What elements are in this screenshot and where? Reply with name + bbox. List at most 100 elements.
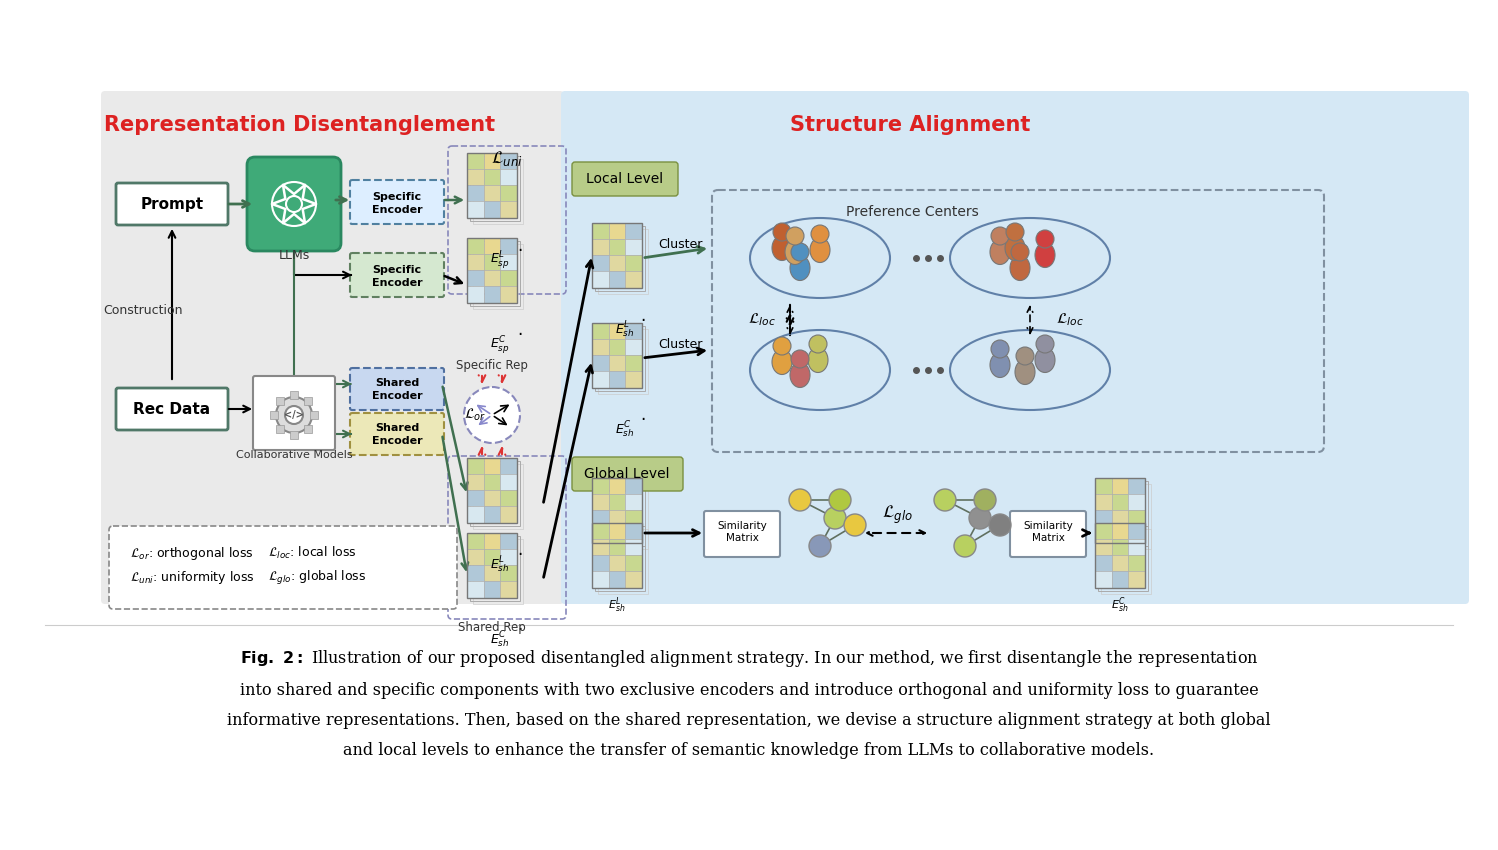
- FancyBboxPatch shape: [351, 413, 443, 455]
- Bar: [1112, 526, 1128, 542]
- Circle shape: [992, 340, 1010, 358]
- Text: Encoder: Encoder: [372, 278, 422, 288]
- Bar: [1098, 525, 1147, 591]
- Bar: [484, 237, 500, 254]
- Bar: [625, 478, 643, 494]
- Bar: [598, 484, 649, 548]
- Ellipse shape: [771, 235, 792, 260]
- Text: Local Level: Local Level: [586, 172, 664, 186]
- Bar: [467, 152, 517, 218]
- Bar: [467, 457, 517, 523]
- FancyBboxPatch shape: [572, 162, 679, 196]
- Circle shape: [843, 514, 866, 536]
- Text: $\mathcal{L}_{loc}$: $\mathcal{L}_{loc}$: [1056, 312, 1085, 328]
- Text: .: .: [640, 406, 646, 424]
- Bar: [608, 371, 625, 388]
- Text: .: .: [517, 321, 523, 339]
- Bar: [592, 355, 608, 371]
- Text: Similarity: Similarity: [1023, 521, 1073, 531]
- Bar: [500, 457, 517, 473]
- Text: $E^C_{sp}$: $E^C_{sp}$: [490, 334, 509, 356]
- Ellipse shape: [990, 353, 1010, 377]
- Text: Encoder: Encoder: [372, 205, 422, 215]
- Text: </>: </>: [285, 410, 304, 420]
- Ellipse shape: [785, 240, 804, 264]
- Bar: [500, 581, 517, 598]
- Bar: [1095, 539, 1112, 555]
- Bar: [467, 549, 484, 565]
- Ellipse shape: [990, 240, 1010, 264]
- Ellipse shape: [1010, 256, 1031, 280]
- Bar: [598, 529, 649, 593]
- Bar: [484, 565, 500, 581]
- Bar: [592, 339, 608, 355]
- Bar: [1095, 494, 1112, 510]
- Bar: [484, 457, 500, 473]
- Bar: [608, 478, 625, 494]
- Text: $E^L_{sh}$: $E^L_{sh}$: [490, 555, 509, 575]
- Bar: [1128, 494, 1144, 510]
- Bar: [500, 185, 517, 201]
- Bar: [1128, 510, 1144, 526]
- Bar: [484, 473, 500, 490]
- Text: Specific Rep: Specific Rep: [455, 359, 527, 371]
- Text: LLMs: LLMs: [279, 248, 310, 262]
- Text: Prompt: Prompt: [141, 196, 204, 212]
- Bar: [1098, 480, 1147, 546]
- Text: Matrix: Matrix: [1032, 533, 1065, 543]
- Bar: [625, 555, 643, 571]
- FancyBboxPatch shape: [1010, 511, 1086, 557]
- Bar: [467, 532, 484, 549]
- Bar: [270, 411, 279, 419]
- Bar: [500, 286, 517, 303]
- Text: Encoder: Encoder: [372, 391, 422, 401]
- Bar: [484, 169, 500, 185]
- Bar: [608, 223, 625, 239]
- Text: Cluster: Cluster: [658, 237, 703, 251]
- Bar: [304, 425, 312, 434]
- Bar: [595, 326, 646, 390]
- Bar: [625, 526, 643, 542]
- Bar: [592, 478, 608, 494]
- Bar: [625, 494, 643, 510]
- Bar: [500, 152, 517, 169]
- Bar: [276, 397, 283, 405]
- FancyBboxPatch shape: [115, 183, 228, 225]
- Bar: [608, 355, 625, 371]
- Text: .: .: [517, 616, 523, 634]
- Circle shape: [828, 489, 851, 511]
- Circle shape: [1016, 347, 1034, 365]
- FancyBboxPatch shape: [704, 511, 780, 557]
- Text: $\mathcal{L}_{glo}$: $\mathcal{L}_{glo}$: [881, 504, 912, 526]
- Text: Shared Rep: Shared Rep: [458, 620, 526, 633]
- Bar: [467, 254, 484, 270]
- Bar: [625, 322, 643, 339]
- Bar: [625, 223, 643, 239]
- Bar: [500, 237, 517, 254]
- FancyBboxPatch shape: [115, 388, 228, 430]
- Bar: [467, 270, 484, 286]
- Bar: [1095, 510, 1112, 526]
- Bar: [470, 461, 520, 525]
- Bar: [500, 473, 517, 490]
- Bar: [1128, 571, 1144, 587]
- Bar: [595, 525, 646, 591]
- Bar: [598, 328, 649, 394]
- Bar: [467, 169, 484, 185]
- Bar: [598, 229, 649, 293]
- Text: $\mathcal{L}_{or}$: $\mathcal{L}_{or}$: [464, 407, 487, 423]
- Circle shape: [810, 225, 828, 243]
- Text: .: .: [640, 307, 646, 325]
- Bar: [1095, 478, 1112, 494]
- Bar: [592, 539, 608, 555]
- Bar: [1128, 555, 1144, 571]
- Bar: [467, 185, 484, 201]
- Ellipse shape: [1016, 360, 1035, 384]
- Bar: [608, 255, 625, 271]
- Bar: [625, 523, 643, 539]
- Bar: [467, 473, 484, 490]
- Bar: [467, 532, 517, 598]
- FancyBboxPatch shape: [351, 180, 443, 224]
- Ellipse shape: [1035, 348, 1055, 372]
- Text: .: .: [517, 237, 523, 255]
